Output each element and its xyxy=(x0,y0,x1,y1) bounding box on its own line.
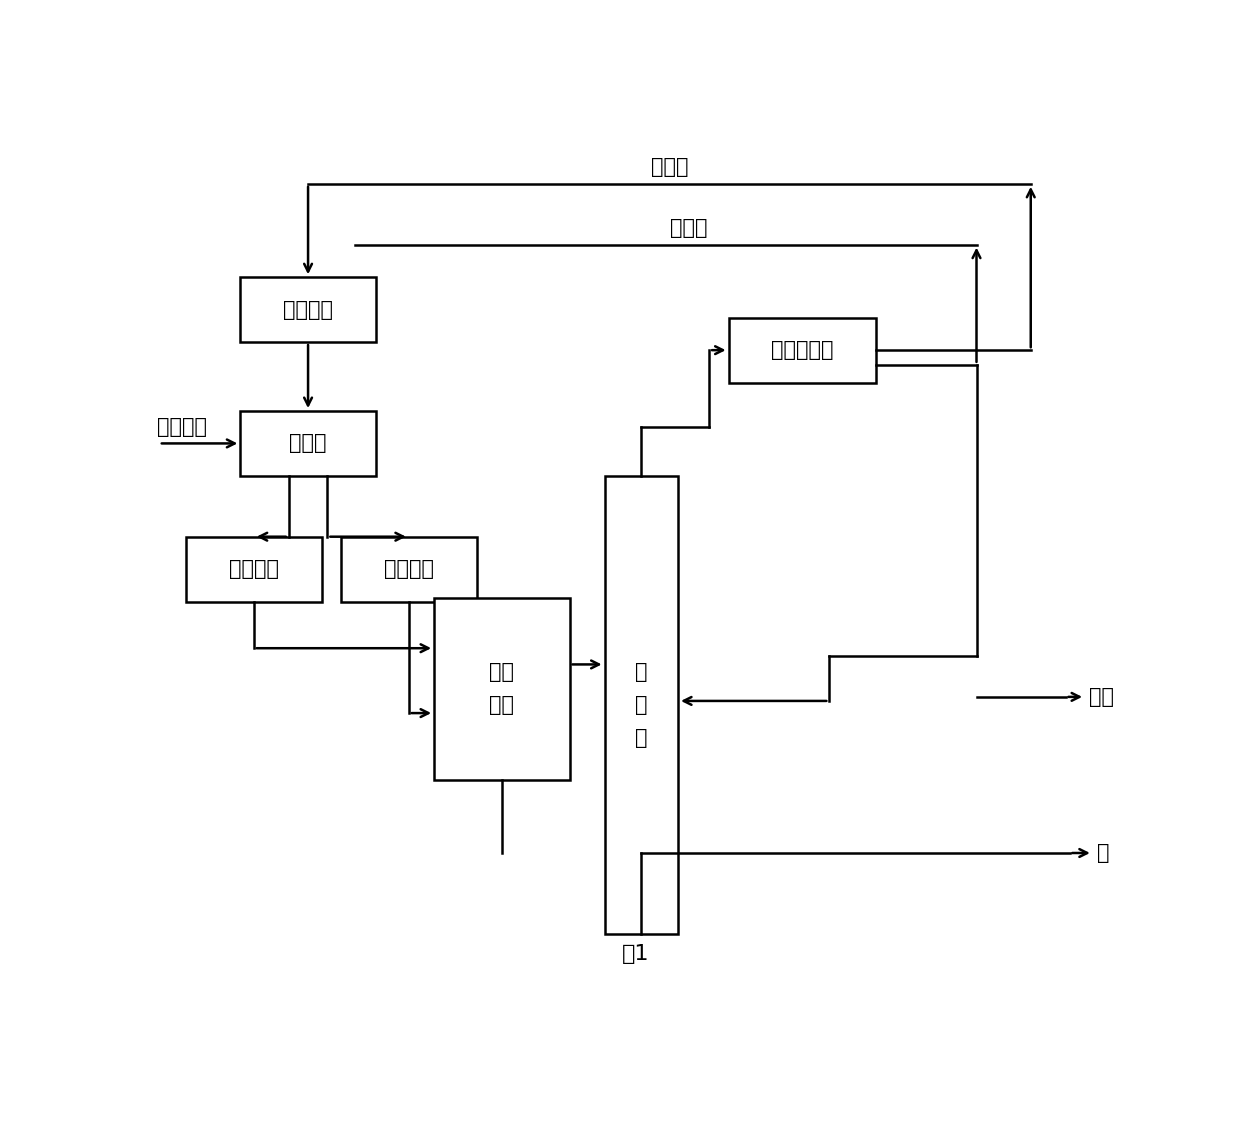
Text: 萃取剂罐: 萃取剂罐 xyxy=(283,300,334,320)
Text: 中间品: 中间品 xyxy=(651,158,688,177)
Text: 水: 水 xyxy=(1096,843,1109,863)
Text: 冷凝冷却器: 冷凝冷却器 xyxy=(771,340,833,361)
Bar xyxy=(241,411,376,476)
Bar xyxy=(434,597,569,780)
Text: 萃取罐: 萃取罐 xyxy=(289,434,327,453)
Text: 图1: 图1 xyxy=(621,944,650,965)
Text: 乙腈废水: 乙腈废水 xyxy=(156,417,207,437)
Text: 精
馏
塔: 精 馏 塔 xyxy=(635,663,647,748)
Text: 萃余相罐: 萃余相罐 xyxy=(229,559,279,579)
Text: 精馏
塔釜: 精馏 塔釜 xyxy=(490,663,515,716)
Bar xyxy=(341,536,476,602)
Bar xyxy=(186,536,321,602)
Text: 乙腈: 乙腈 xyxy=(1089,686,1114,707)
Bar xyxy=(729,318,875,382)
Bar xyxy=(241,277,376,343)
Bar xyxy=(605,476,678,934)
Text: 中间品: 中间品 xyxy=(670,219,708,238)
Text: 萃取相罐: 萃取相罐 xyxy=(384,559,434,579)
